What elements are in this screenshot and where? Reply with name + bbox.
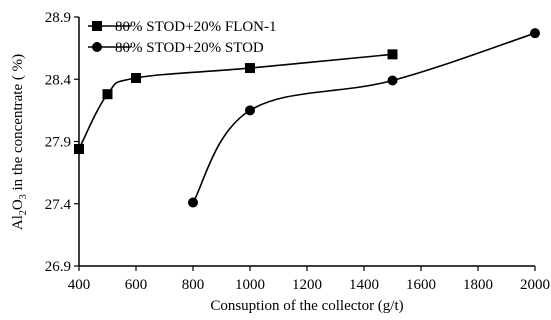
legend-circle-marker bbox=[92, 42, 102, 52]
data-point-square bbox=[102, 89, 113, 100]
y-title-sub2: 3 bbox=[18, 194, 29, 199]
ticks: 400 600 800 1000 1200 1400 1600 1800 2000 26.9 27.… bbox=[45, 10, 550, 293]
data-point-circle bbox=[245, 105, 255, 116]
x-tick-label: 1600 bbox=[406, 277, 436, 293]
legend-square-marker bbox=[92, 21, 102, 31]
data-point-square bbox=[74, 143, 84, 154]
series-line-2 bbox=[192, 32, 536, 203]
x-tick-label: 800 bbox=[182, 277, 205, 293]
y-tick-label: 26.9 bbox=[45, 259, 71, 275]
data-point-circle bbox=[188, 197, 198, 208]
y-title-o: O bbox=[10, 199, 26, 210]
y-tick-label: 28.4 bbox=[45, 72, 72, 88]
data-point-circle bbox=[530, 28, 540, 39]
y-title-rest: in the concentrate ( %) bbox=[10, 54, 26, 194]
y-tick-label: 28.9 bbox=[45, 10, 71, 26]
x-tick-label: 1000 bbox=[235, 277, 265, 293]
x-tick-label: 1800 bbox=[463, 277, 493, 293]
data-point-square bbox=[245, 63, 255, 74]
legend-label-1: 80% STOD+20% FLON-1 bbox=[115, 19, 277, 35]
x-tick-label: 2000 bbox=[520, 277, 550, 293]
data-point-square bbox=[131, 73, 141, 84]
y-tick-label: 27.9 bbox=[45, 135, 71, 151]
y-title-al: Al bbox=[10, 215, 26, 230]
y-axis-title: Al2O3 in the concentrate ( %) bbox=[10, 54, 29, 230]
x-tick-label: 1400 bbox=[349, 277, 379, 293]
legend-entry-2: 80% STOD+20% STOD bbox=[88, 40, 264, 56]
x-tick-label: 600 bbox=[125, 277, 148, 293]
series-line-1 bbox=[78, 53, 393, 150]
data-point-square bbox=[387, 49, 398, 60]
x-axis-title: Consuption of the collector (g/t) bbox=[210, 298, 403, 314]
x-tick-label: 1200 bbox=[292, 277, 322, 293]
legend-label-2: 80% STOD+20% STOD bbox=[115, 40, 264, 56]
legend-entry-1: 80% STOD+20% FLON-1 bbox=[88, 19, 277, 35]
legend: 80% STOD+20% FLON-1 80% STOD+20% STOD bbox=[88, 19, 277, 56]
y-tick-label: 27.4 bbox=[45, 197, 72, 213]
data-point-circle bbox=[387, 75, 398, 86]
series-layer bbox=[74, 28, 540, 208]
y-title-sub1: 2 bbox=[18, 210, 29, 215]
x-tick-label: 400 bbox=[68, 277, 91, 293]
